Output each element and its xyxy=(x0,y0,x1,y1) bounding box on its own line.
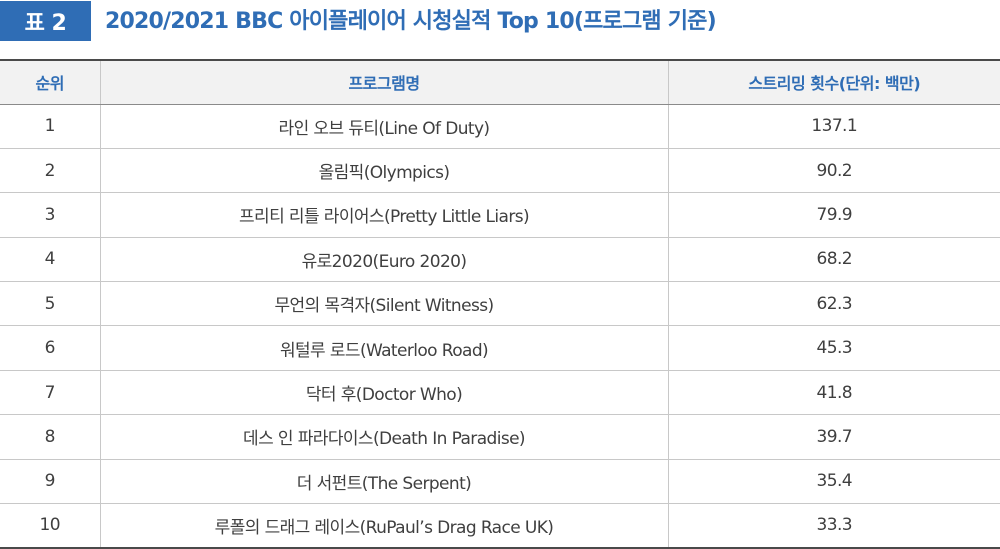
rank-cell: 7 xyxy=(0,370,100,416)
program-name-cell: 워털루 로드(Waterloo Road) xyxy=(99,325,668,371)
table-row: 5 무언의 목격자(Silent Witness) 62.3 xyxy=(0,281,1000,327)
table-row: 10 루폴의 드래그 레이스(RuPaul’s Drag Race UK) 33.3 xyxy=(0,503,1000,549)
rank-cell: 6 xyxy=(0,325,100,371)
rank-cell: 4 xyxy=(0,237,100,283)
stream-count-cell: 35.4 xyxy=(667,459,1000,505)
stream-count-cell: 39.7 xyxy=(667,414,1000,460)
stream-count-cell: 62.3 xyxy=(667,281,1000,327)
table-row: 8 데스 인 파라다이스(Death In Paradise) 39.7 xyxy=(0,414,1000,460)
program-name-cell: 올림픽(Olympics) xyxy=(99,148,668,194)
column-header-rank: 순위 xyxy=(0,59,100,105)
table-title: 2020/2021 BBC 아이플레이어 시청실적 Top 10(프로그램 기준… xyxy=(105,9,717,34)
program-name-cell: 프리티 리틀 라이어스(Pretty Little Liars) xyxy=(99,192,668,238)
table-row: 7 닥터 후(Doctor Who) 41.8 xyxy=(0,370,1000,416)
rank-cell: 5 xyxy=(0,281,100,327)
program-name-cell: 더 서펀트(The Serpent) xyxy=(99,459,668,505)
column-header-streams: 스트리밍 횟수(단위: 백만) xyxy=(667,59,1000,105)
rank-cell: 10 xyxy=(0,503,100,549)
table-row: 1 라인 오브 듀티(Line Of Duty) 137.1 xyxy=(0,104,1000,149)
stream-count-cell: 41.8 xyxy=(667,370,1000,416)
rank-cell: 1 xyxy=(0,104,100,149)
table-row: 4 유로2020(Euro 2020) 68.2 xyxy=(0,237,1000,283)
rank-cell: 9 xyxy=(0,459,100,505)
rank-cell: 2 xyxy=(0,148,100,194)
program-name-cell: 라인 오브 듀티(Line Of Duty) xyxy=(99,104,668,149)
table-header: 순위 프로그램명 스트리밍 횟수(단위: 백만) xyxy=(0,59,1000,105)
stream-count-cell: 45.3 xyxy=(667,325,1000,371)
rank-cell: 3 xyxy=(0,192,100,238)
table-body: 1 라인 오브 듀티(Line Of Duty) 137.1 2 올림픽(Olympic… xyxy=(0,104,1000,549)
program-name-cell: 닥터 후(Doctor Who) xyxy=(99,370,668,416)
rank-cell: 8 xyxy=(0,414,100,460)
table-row: 6 워털루 로드(Waterloo Road) 45.3 xyxy=(0,325,1000,371)
program-name-cell: 루폴의 드래그 레이스(RuPaul’s Drag Race UK) xyxy=(99,503,668,549)
column-header-program: 프로그램명 xyxy=(99,59,668,105)
ranking-table: 순위 프로그램명 스트리밍 횟수(단위: 백만) 1 라인 오브 듀티(Line … xyxy=(0,59,1000,549)
program-name-cell: 데스 인 파라다이스(Death In Paradise) xyxy=(99,414,668,460)
stream-count-cell: 33.3 xyxy=(667,503,1000,549)
stream-count-cell: 79.9 xyxy=(667,192,1000,238)
stream-count-cell: 68.2 xyxy=(667,237,1000,283)
table-row: 2 올림픽(Olympics) 90.2 xyxy=(0,148,1000,194)
table-caption: 표 2 2020/2021 BBC 아이플레이어 시청실적 Top 10(프로그… xyxy=(0,0,1000,44)
stream-count-cell: 90.2 xyxy=(667,148,1000,194)
header-row: 순위 프로그램명 스트리밍 횟수(단위: 백만) xyxy=(0,59,1000,105)
program-name-cell: 유로2020(Euro 2020) xyxy=(99,237,668,283)
table-number-badge: 표 2 xyxy=(0,1,91,41)
program-name-cell: 무언의 목격자(Silent Witness) xyxy=(99,281,668,327)
table-row: 3 프리티 리틀 라이어스(Pretty Little Liars) 79.9 xyxy=(0,192,1000,238)
stream-count-cell: 137.1 xyxy=(667,104,1000,149)
